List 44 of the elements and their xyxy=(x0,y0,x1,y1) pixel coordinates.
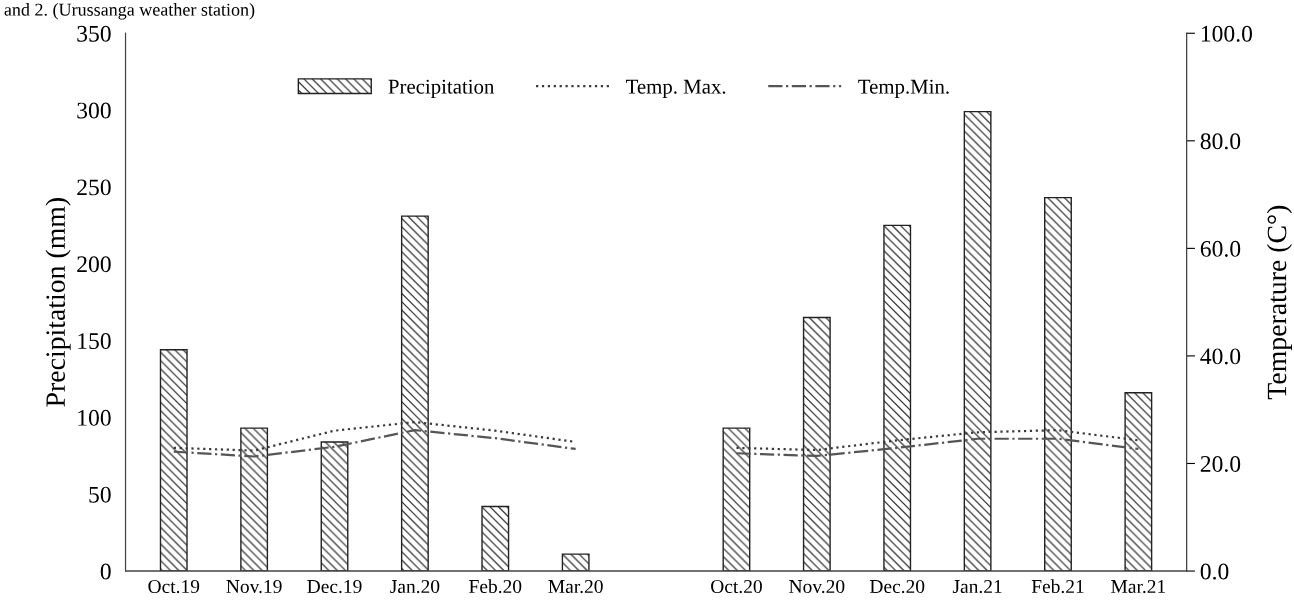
y-tick-label: 250 xyxy=(77,179,111,196)
text: and 2. (Urussanga weather station) xyxy=(4,3,255,20)
bar xyxy=(561,553,590,572)
x-tick-label: Feb.21 xyxy=(1031,579,1084,594)
y-tick-label: 50 xyxy=(89,486,111,503)
y2-tick-label: 20.0 xyxy=(1200,455,1241,473)
x-tick-label: Nov.19 xyxy=(226,579,282,594)
y2-tick-label: 40.0 xyxy=(1200,348,1241,365)
bar xyxy=(1044,196,1072,572)
bar xyxy=(802,316,831,572)
y-axis-title: Precipitation (mm) xyxy=(45,198,71,407)
x-tick-label: Nov.20 xyxy=(789,579,845,594)
bar xyxy=(1124,392,1153,572)
bar xyxy=(240,427,269,572)
x-tick-label: Jan.21 xyxy=(952,579,1002,594)
legend-label: Precipitation xyxy=(388,79,495,98)
y2-tick-label: 0.0 xyxy=(1200,563,1229,580)
x-tick-label: Feb.20 xyxy=(469,579,522,594)
y-tick-label: 100 xyxy=(78,409,111,426)
bar xyxy=(722,427,751,572)
bar xyxy=(963,110,992,572)
x-tick-label: Oct.19 xyxy=(148,579,200,594)
bar xyxy=(883,224,912,572)
bar xyxy=(481,505,510,572)
y2-tick-label: 100.0 xyxy=(1201,25,1253,42)
x-tick-label: Dec.20 xyxy=(869,579,925,594)
bar xyxy=(159,349,188,572)
y2-tick-label: 80.0 xyxy=(1200,133,1241,150)
bar xyxy=(320,441,349,572)
y2-axis-title: Temperature (C°) xyxy=(1266,205,1292,400)
x-tick-label: Jan.20 xyxy=(390,579,440,594)
y-tick-label: 350 xyxy=(77,25,111,42)
x-tick-label: Oct.20 xyxy=(711,579,762,594)
x-tick-label: Mar.20 xyxy=(548,579,603,594)
y-tick-label: 300 xyxy=(77,102,111,119)
x-tick-label: Dec.19 xyxy=(307,579,362,594)
bar xyxy=(400,215,429,572)
legend-label: Temp. Max. xyxy=(626,79,726,98)
legend-label: Temp.Min. xyxy=(858,79,949,98)
y-tick-label: 150 xyxy=(78,333,111,349)
y-tick-label: 0 xyxy=(100,563,111,580)
x-tick-label: Mar.21 xyxy=(1111,579,1166,594)
y2-tick-label: 60.0 xyxy=(1200,240,1241,257)
y-tick-label: 200 xyxy=(77,256,111,273)
